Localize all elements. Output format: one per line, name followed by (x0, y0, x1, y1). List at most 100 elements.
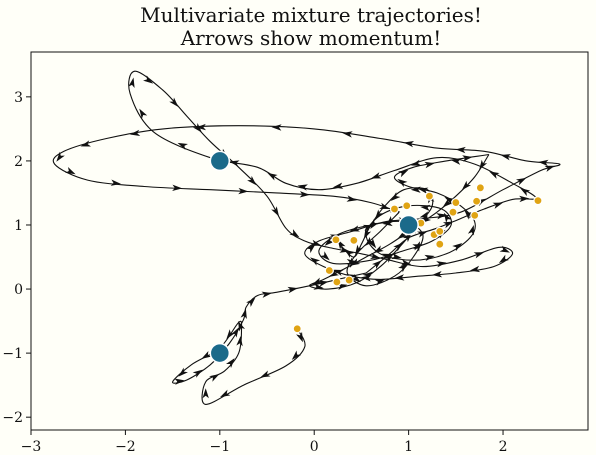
chart-title-line-1: Multivariate mixture trajectories! (140, 3, 482, 27)
momentum-arrow (195, 123, 207, 131)
sample-point (324, 265, 334, 276)
momentum-arrow (296, 331, 303, 343)
sample-point (435, 226, 445, 236)
momentum-arrow (374, 209, 384, 220)
momentum-arrow (312, 277, 323, 285)
momentum-arrow (417, 187, 429, 194)
momentum-arrow (374, 279, 386, 286)
momentum-arrow (464, 210, 474, 220)
momentum-arrow (370, 219, 379, 230)
momentum-arrow (417, 231, 428, 238)
y-tick-label: 0 (14, 282, 23, 298)
momentum-arrow (412, 244, 423, 251)
momentum-arrow (271, 124, 282, 131)
momentum-arrows (56, 75, 555, 399)
momentum-arrow (346, 195, 357, 202)
sample-point (475, 183, 485, 193)
momentum-arrow (370, 172, 382, 179)
momentum-arrow (394, 274, 405, 281)
momentum-arrow (80, 140, 92, 147)
momentum-arrow (349, 225, 360, 232)
momentum-arrow (391, 252, 402, 260)
trajectory-path-1 (128, 70, 537, 274)
momentum-arrow (500, 154, 511, 161)
y-tick-label: 3 (14, 90, 23, 106)
momentum-arrow (397, 169, 409, 178)
momentum-arrow (247, 175, 257, 186)
momentum-arrow (306, 244, 316, 254)
momentum-arrow (128, 77, 135, 88)
trajectory-lines (52, 70, 561, 405)
momentum-arrow (271, 206, 280, 217)
chart-title-line-2: Arrows show momentum! (180, 26, 442, 50)
momentum-arrow (220, 389, 231, 398)
sample-point (389, 204, 400, 214)
momentum-arrow (538, 159, 549, 167)
sample-points (292, 183, 543, 334)
sample-point (533, 196, 543, 206)
momentum-arrow (56, 151, 65, 162)
momentum-arrow (355, 244, 363, 255)
momentum-arrow (310, 239, 322, 246)
momentum-arrow (420, 204, 431, 212)
momentum-arrow (177, 142, 188, 150)
momentum-arrow (143, 75, 154, 84)
sample-point (349, 235, 359, 245)
momentum-arrow (310, 257, 321, 266)
momentum-arrow (479, 159, 488, 170)
y-tick-label: 2 (14, 154, 23, 170)
momentum-arrow (364, 236, 375, 247)
momentum-arrow (403, 140, 415, 148)
momentum-arrow (346, 259, 357, 266)
y-tick-label: −2 (2, 410, 23, 426)
trajectory-path-0 (172, 272, 367, 405)
momentum-arrow (398, 263, 408, 273)
momentum-arrow (172, 184, 183, 192)
momentum-arrow (236, 335, 243, 347)
y-tick-label: −1 (2, 346, 23, 362)
sample-point (292, 324, 302, 334)
mixture-center (209, 150, 231, 172)
momentum-arrow (291, 350, 302, 360)
momentum-arrow (320, 251, 330, 261)
momentum-arrow (489, 171, 500, 179)
momentum-arrow (202, 388, 209, 399)
momentum-arrow (226, 329, 235, 340)
sample-point (448, 207, 458, 217)
momentum-arrow (410, 159, 422, 166)
momentum-arrow (436, 261, 447, 268)
momentum-arrow (225, 358, 235, 369)
momentum-arrow (499, 245, 510, 253)
momentum-arrow (473, 252, 485, 259)
sample-point (435, 239, 445, 249)
momentum-arrow (313, 283, 324, 290)
x-tick-label: −1 (209, 439, 230, 455)
mixture-centers (209, 150, 419, 364)
momentum-arrow (382, 219, 393, 227)
sample-point (402, 201, 412, 211)
momentum-arrow (373, 245, 384, 253)
momentum-arrow (350, 273, 361, 283)
sample-point (332, 277, 342, 287)
momentum-arrow (515, 177, 527, 186)
momentum-arrow (328, 269, 340, 277)
y-tick-label: 1 (14, 218, 23, 234)
momentum-arrow (462, 155, 473, 162)
momentum-arrow (201, 351, 212, 359)
momentum-arrow (192, 369, 203, 378)
momentum-arrow (372, 260, 382, 270)
momentum-arrow (444, 197, 455, 205)
momentum-arrow (129, 129, 141, 137)
momentum-arrow (267, 172, 278, 181)
momentum-arrow (393, 242, 404, 252)
momentum-arrow (238, 321, 246, 332)
momentum-arrow (299, 191, 310, 198)
momentum-arrow (240, 308, 247, 319)
momentum-arrow (544, 165, 555, 172)
momentum-arrow (209, 374, 220, 382)
sample-point (344, 275, 354, 285)
momentum-arrow (261, 291, 272, 298)
sample-point (472, 196, 482, 206)
momentum-arrow (467, 225, 475, 236)
